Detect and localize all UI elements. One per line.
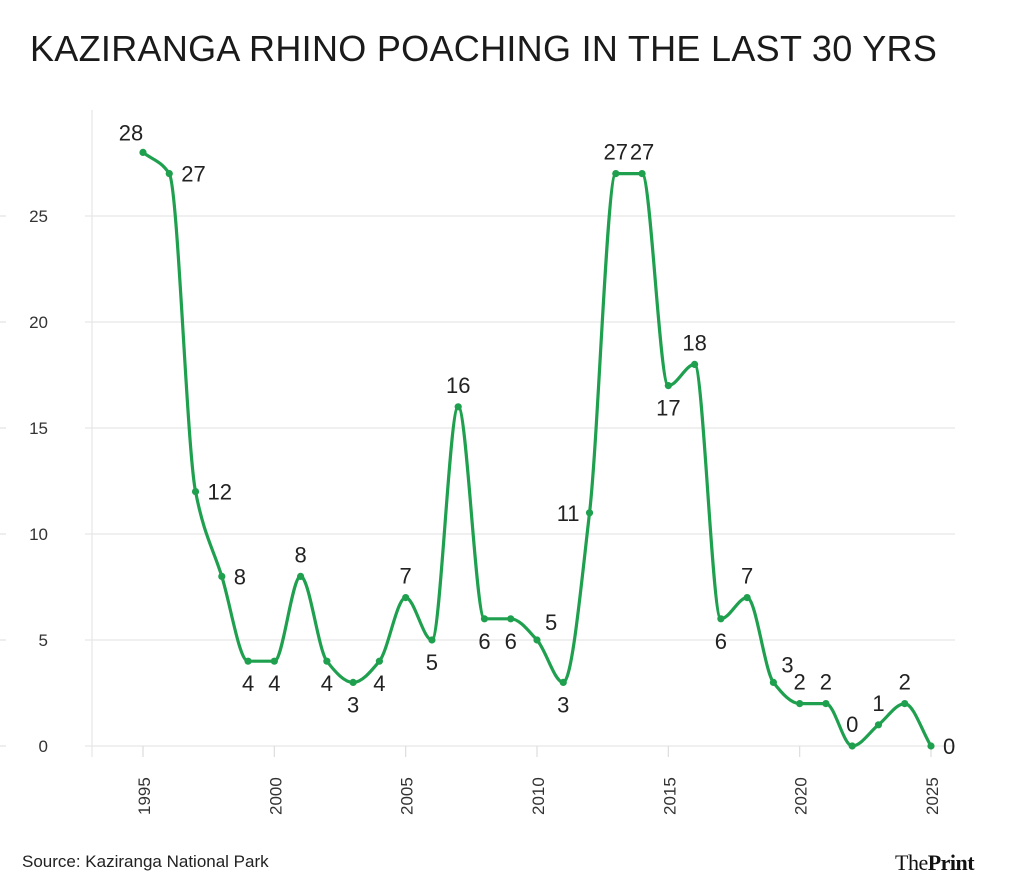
data-label: 18 xyxy=(682,330,706,355)
y-tick-label: 20 xyxy=(29,313,48,332)
data-label: 0 xyxy=(943,734,955,759)
data-point xyxy=(638,170,646,178)
data-label: 7 xyxy=(741,564,753,589)
data-label: 4 xyxy=(242,671,254,696)
data-label: 11 xyxy=(557,501,580,526)
data-label: 27 xyxy=(630,140,654,165)
data-label: 27 xyxy=(181,162,205,187)
data-label: 7 xyxy=(400,564,412,589)
data-label: 8 xyxy=(294,542,306,567)
data-label: 4 xyxy=(268,671,280,696)
logo-the: The xyxy=(895,850,928,875)
data-point xyxy=(270,657,278,665)
x-tick-label: 2010 xyxy=(529,777,548,815)
data-point xyxy=(323,657,331,665)
data-point xyxy=(691,360,699,368)
data-label: 1 xyxy=(872,691,884,716)
x-tick-label: 1995 xyxy=(135,777,154,815)
data-point xyxy=(769,678,778,687)
data-point xyxy=(507,615,515,623)
source-note: Source: Kaziranga National Park xyxy=(22,852,269,871)
data-label: 6 xyxy=(715,629,727,654)
theprint-logo: ThePrint xyxy=(895,850,975,876)
y-tick-label: 0 xyxy=(39,737,48,756)
data-point xyxy=(533,636,541,644)
data-label: 3 xyxy=(347,692,359,717)
x-tick-label: 2015 xyxy=(660,777,679,815)
data-label: 16 xyxy=(446,373,470,398)
logo-print: Print xyxy=(927,850,975,875)
data-label: 3 xyxy=(557,692,569,717)
x-tick-label: 2005 xyxy=(398,777,417,815)
chart-title: KAZIRANGA RHINO POACHING IN THE LAST 30 … xyxy=(30,28,938,69)
data-label: 4 xyxy=(373,671,385,696)
data-point xyxy=(927,742,935,750)
data-point xyxy=(874,721,883,729)
data-label: 6 xyxy=(478,629,490,654)
data-label: 27 xyxy=(604,140,628,165)
data-point xyxy=(218,572,226,581)
y-tick-label: 5 xyxy=(39,631,48,650)
data-label: 6 xyxy=(505,629,517,654)
data-label: 28 xyxy=(119,120,143,145)
data-label: 3 xyxy=(781,652,793,677)
data-point xyxy=(796,700,804,708)
data-label: 5 xyxy=(426,650,438,675)
data-point xyxy=(559,678,567,687)
x-tick-label: 2025 xyxy=(923,777,942,815)
data-point xyxy=(402,594,410,602)
data-point xyxy=(375,657,383,665)
data-point xyxy=(191,488,200,496)
data-point xyxy=(349,678,357,687)
data-point xyxy=(139,148,147,156)
data-point xyxy=(244,657,252,665)
data-label: 17 xyxy=(656,396,680,421)
data-label: 2 xyxy=(899,670,911,695)
data-point xyxy=(822,700,830,708)
data-point xyxy=(612,170,620,178)
x-tick-label: 2020 xyxy=(792,777,811,815)
data-point xyxy=(297,572,305,581)
series-line xyxy=(141,151,933,748)
data-point xyxy=(480,615,489,623)
data-label: 5 xyxy=(545,610,557,635)
data-label: 4 xyxy=(321,671,333,696)
data-point xyxy=(428,636,436,644)
data-label: 8 xyxy=(234,564,246,589)
y-tick-label: 10 xyxy=(29,525,48,544)
data-point xyxy=(585,509,594,517)
data-label: 2 xyxy=(794,670,806,695)
y-tick-label: 15 xyxy=(29,419,48,438)
data-point xyxy=(848,742,856,750)
data-point xyxy=(454,403,462,411)
x-tick-label: 2000 xyxy=(266,777,285,815)
data-label: 2 xyxy=(820,670,832,695)
data-label: 12 xyxy=(208,480,232,505)
data-point xyxy=(664,382,672,390)
data-point xyxy=(901,700,909,708)
data-point xyxy=(717,615,725,623)
data-point xyxy=(165,170,173,178)
y-tick-label: 25 xyxy=(29,207,48,226)
data-point xyxy=(743,594,751,602)
data-label: 0 xyxy=(846,712,858,737)
